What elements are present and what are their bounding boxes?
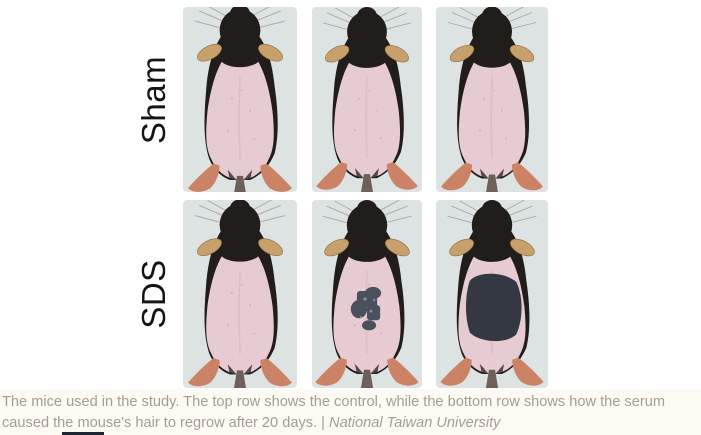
ears [324, 238, 410, 257]
hind-feet [441, 162, 543, 191]
tail [234, 175, 246, 192]
caption-separator: | [321, 414, 325, 431]
tail [360, 369, 374, 388]
ears [197, 238, 283, 257]
ears [325, 45, 409, 63]
mouse-image [316, 7, 418, 192]
caption-credit: National Taiwan University [329, 414, 501, 431]
mouse-image [315, 200, 419, 388]
tail [485, 369, 499, 388]
hair-regrowth-patch-partial [350, 286, 382, 331]
caption-line-2: caused the mouse's hair to regrow after … [2, 414, 318, 431]
tail [486, 174, 498, 192]
hair-regrowth-patch-full [465, 273, 522, 342]
tail [234, 370, 246, 388]
mouse-image [188, 7, 292, 192]
ears [449, 44, 535, 63]
cropped-element-bar [62, 432, 104, 435]
tail [361, 174, 373, 192]
mouse-panel [312, 200, 422, 388]
ears [449, 238, 535, 257]
mouse-panel [183, 7, 297, 192]
hind-feet [315, 357, 419, 386]
caption-line-1: The mice used in the study. The top row … [2, 394, 665, 410]
mouse-image [441, 7, 543, 192]
figure-row-sham: Sham [0, 7, 701, 192]
figure-caption: The mice used in the study. The top row … [0, 389, 701, 435]
hind-feet [188, 163, 292, 192]
mouse-image [440, 200, 544, 388]
row-label-sds: SDS [135, 259, 172, 329]
hind-feet [188, 358, 292, 387]
mouse-image [188, 200, 292, 388]
row-label-sham: Sham [135, 55, 172, 144]
mouse-panel [436, 7, 548, 192]
figure-row-sds: SDS [0, 200, 701, 388]
hind-feet [440, 357, 544, 386]
ears [197, 43, 283, 62]
mouse-panel [436, 200, 548, 388]
hind-feet [316, 162, 418, 190]
mouse-panel [312, 7, 422, 192]
mouse-panel [183, 200, 297, 388]
